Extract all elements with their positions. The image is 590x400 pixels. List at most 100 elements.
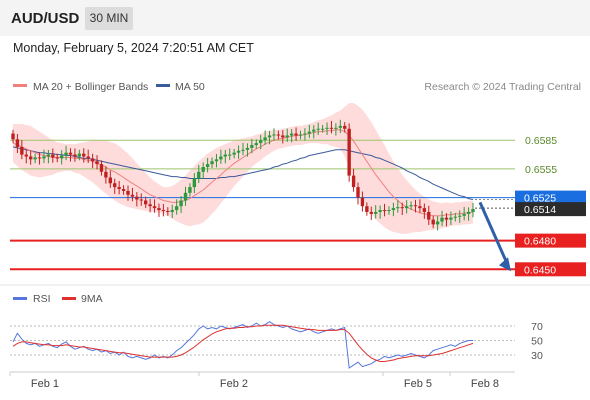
candle xyxy=(64,145,68,161)
candle xyxy=(272,128,276,141)
candle xyxy=(254,139,258,149)
ma50-line xyxy=(12,146,474,200)
x-tick-label: Feb 8 xyxy=(471,378,499,390)
candle xyxy=(219,149,223,164)
candle xyxy=(46,149,51,164)
candle xyxy=(365,202,369,216)
rsi-legend: RSI 9MA xyxy=(13,293,103,305)
candle xyxy=(82,148,86,163)
candle xyxy=(347,123,351,182)
candle xyxy=(192,173,197,194)
candle xyxy=(312,125,316,139)
rsi-ma-line xyxy=(12,324,474,362)
candle xyxy=(214,154,219,168)
copyright-label: Research © 2024 Trading Central xyxy=(424,81,581,93)
ma20-layer xyxy=(12,129,474,217)
candle xyxy=(369,206,373,220)
candle xyxy=(453,212,458,222)
candle xyxy=(298,130,303,140)
candle xyxy=(130,187,135,202)
candle xyxy=(245,143,250,157)
candle xyxy=(15,133,20,154)
candle xyxy=(152,199,157,213)
forecast-arrow xyxy=(478,201,509,264)
candle xyxy=(404,200,409,214)
ma50-legend-swatch xyxy=(156,84,170,87)
rsi-tick-label: 30 xyxy=(531,350,543,362)
candle xyxy=(108,170,113,188)
top-bar: AUD/USD 30 MIN xyxy=(0,0,590,36)
candle xyxy=(241,142,245,156)
candle xyxy=(427,205,431,225)
candle xyxy=(356,182,360,205)
price-levels xyxy=(10,139,586,271)
level-label-0.6525: 0.6525 xyxy=(524,193,556,205)
candle xyxy=(396,200,400,213)
symbol-title: AUD/USD xyxy=(11,10,80,27)
timeframe-badge[interactable]: 30 MIN xyxy=(85,7,133,30)
candle xyxy=(263,130,267,145)
x-tick-label: Feb 2 xyxy=(220,378,248,390)
candle xyxy=(444,213,449,227)
chart-legend: MA 20 + Bollinger Bands MA 50 Research ©… xyxy=(13,81,581,93)
rsi-legend-swatch xyxy=(13,297,27,300)
candle xyxy=(183,186,188,206)
candle xyxy=(338,119,343,134)
candle xyxy=(449,211,453,225)
candle xyxy=(382,203,387,217)
rsi-tick-label: 50 xyxy=(531,336,543,348)
candle xyxy=(174,199,179,215)
candle xyxy=(458,210,462,223)
candle xyxy=(334,123,338,136)
chart-panel xyxy=(0,36,590,400)
candle xyxy=(413,199,418,213)
candle xyxy=(281,130,285,144)
bollinger-legend-label: MA 20 + Bollinger Bands xyxy=(33,81,148,93)
candle xyxy=(205,158,210,173)
candle xyxy=(409,201,413,211)
candle xyxy=(294,127,298,141)
candle xyxy=(343,122,347,133)
candle xyxy=(378,205,382,219)
candle xyxy=(170,204,174,219)
candle xyxy=(316,122,320,136)
candle xyxy=(157,203,161,217)
candle xyxy=(236,145,241,159)
candle xyxy=(422,203,427,219)
candle xyxy=(121,185,126,195)
level-box-0.6450 xyxy=(515,262,586,277)
rsi-gridlines: 30 50 70 xyxy=(10,321,543,362)
candle xyxy=(289,128,294,143)
candle xyxy=(77,149,82,161)
candle xyxy=(51,148,55,163)
candle xyxy=(276,130,281,140)
candle xyxy=(435,216,440,231)
candle xyxy=(373,205,378,219)
candle xyxy=(86,149,90,163)
candle xyxy=(117,180,121,195)
candle xyxy=(201,162,205,179)
candle xyxy=(228,148,232,160)
candle xyxy=(161,203,166,217)
candle xyxy=(325,122,329,135)
rsi-lines xyxy=(12,321,474,369)
candle xyxy=(232,148,236,159)
candle xyxy=(466,207,471,221)
candle xyxy=(440,210,444,227)
rsi-tick-label: 70 xyxy=(531,321,543,333)
candle xyxy=(197,164,201,184)
x-axis: Feb 1 Feb 2 Feb 5 Feb 8 xyxy=(9,371,515,390)
candle xyxy=(28,150,33,165)
forecast-arrow-group xyxy=(478,201,511,272)
candle xyxy=(143,196,148,209)
rsi-legend-label: RSI xyxy=(33,293,51,305)
candle xyxy=(267,130,272,145)
candle xyxy=(126,185,130,201)
candle xyxy=(68,148,73,162)
bollinger-legend-swatch xyxy=(13,84,27,87)
level-label-0.6480: 0.6480 xyxy=(524,236,556,248)
candle xyxy=(258,134,263,150)
level-label-0.6514: 0.6514 xyxy=(524,204,556,216)
